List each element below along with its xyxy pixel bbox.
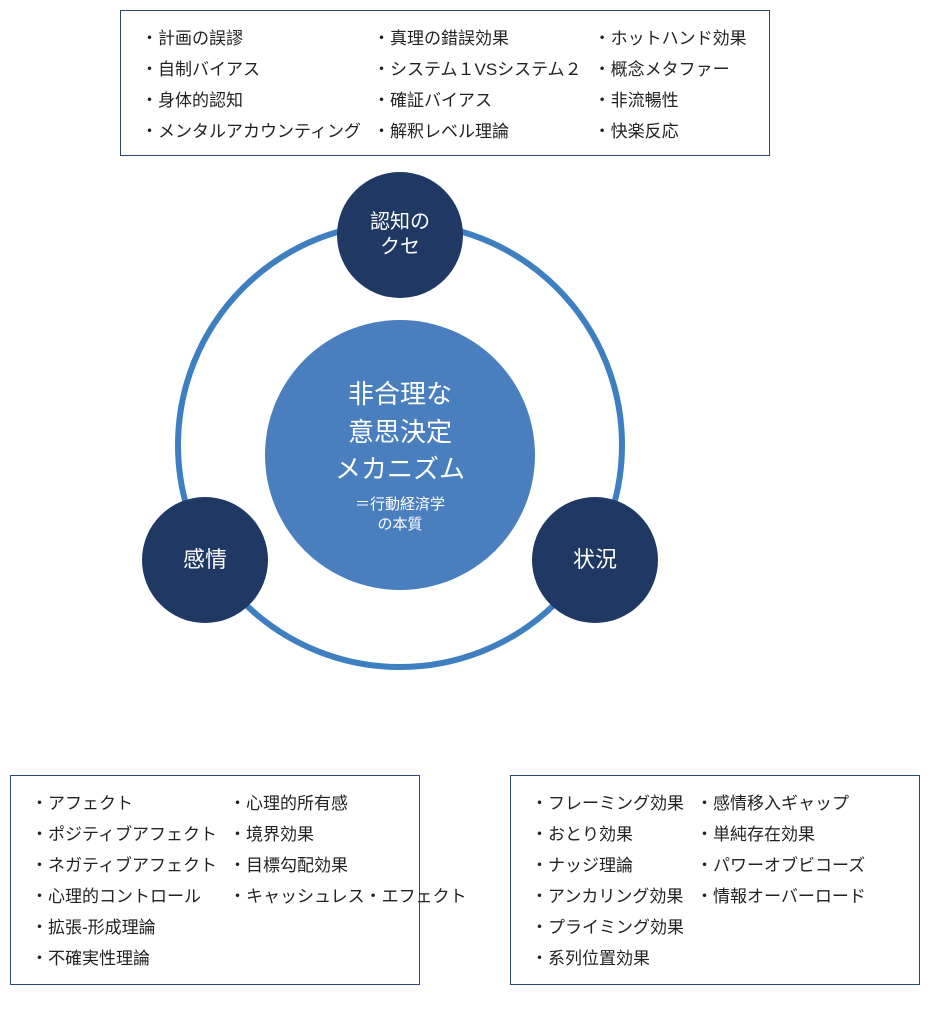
list-item xyxy=(690,941,872,972)
list-item: アフェクト xyxy=(25,786,223,817)
center-line3: メカニズム xyxy=(335,451,465,489)
list-item: 不確実性理論 xyxy=(25,941,223,972)
list-item xyxy=(223,941,473,972)
list-item: 自制バイアス xyxy=(135,52,367,83)
list-item: おとり効果 xyxy=(525,817,690,848)
list-item: 境界効果 xyxy=(223,817,473,848)
list-item: 身体的認知 xyxy=(135,83,367,114)
list-item: 感情移入ギャップ xyxy=(690,786,872,817)
list-item: 非流暢性 xyxy=(588,83,753,114)
list-item: 心理的所有感 xyxy=(223,786,473,817)
node-top-line2: クセ xyxy=(380,235,420,260)
list-item: 確証バイアス xyxy=(367,83,588,114)
list-item: 単純存在効果 xyxy=(690,817,872,848)
list-item: アンカリング効果 xyxy=(525,879,690,910)
center-line2: 意思決定 xyxy=(348,414,452,452)
node-left-line1: 感情 xyxy=(183,546,227,574)
list-item: フレーミング効果 xyxy=(525,786,690,817)
list-item: 概念メタファー xyxy=(588,52,753,83)
list-item: 目標勾配効果 xyxy=(223,848,473,879)
list-item: プライミング効果 xyxy=(525,910,690,941)
list-item: メンタルアカウンティング xyxy=(135,114,367,145)
list-item: キャッシュレス・エフェクト xyxy=(223,879,473,910)
list-item: 心理的コントロール xyxy=(25,879,223,910)
list-item: ポジティブアフェクト xyxy=(25,817,223,848)
center-sub2: の本質 xyxy=(377,515,422,535)
list-item: 系列位置効果 xyxy=(525,941,690,972)
list-item: 快楽反応 xyxy=(588,114,753,145)
center-circle: 非合理な 意思決定 メカニズム ＝行動経済学 の本質 xyxy=(265,320,535,590)
list-item: ホットハンド効果 xyxy=(588,21,753,52)
list-item: システム１VSシステム２ xyxy=(367,52,588,83)
node-cognition: 認知の クセ xyxy=(337,172,463,298)
node-situation: 状況 xyxy=(532,497,658,623)
node-top-line1: 認知の xyxy=(370,210,430,235)
list-item: 計画の誤謬 xyxy=(135,21,367,52)
list-item: パワーオブビコーズ xyxy=(690,848,872,879)
box-emotion-list: アフェクト心理的所有感ポジティブアフェクト境界効果ネガティブアフェクト目標勾配効… xyxy=(10,775,420,985)
node-emotion: 感情 xyxy=(142,497,268,623)
list-item: ナッジ理論 xyxy=(525,848,690,879)
list-item: 真理の錯誤効果 xyxy=(367,21,588,52)
list-item xyxy=(223,910,473,941)
box-cognition-list: 計画の誤謬真理の錯誤効果ホットハンド効果自制バイアスシステム１VSシステム２概念… xyxy=(120,10,770,156)
node-right-line1: 状況 xyxy=(573,546,617,574)
center-sub1: ＝行動経済学 xyxy=(355,495,445,515)
list-item: 情報オーバーロード xyxy=(690,879,872,910)
center-line1: 非合理な xyxy=(348,376,452,414)
list-item: 解釈レベル理論 xyxy=(367,114,588,145)
list-item: ネガティブアフェクト xyxy=(25,848,223,879)
list-item xyxy=(690,910,872,941)
list-item: 拡張-形成理論 xyxy=(25,910,223,941)
box-situation-list: フレーミング効果感情移入ギャップおとり効果単純存在効果ナッジ理論パワーオブビコー… xyxy=(510,775,920,985)
